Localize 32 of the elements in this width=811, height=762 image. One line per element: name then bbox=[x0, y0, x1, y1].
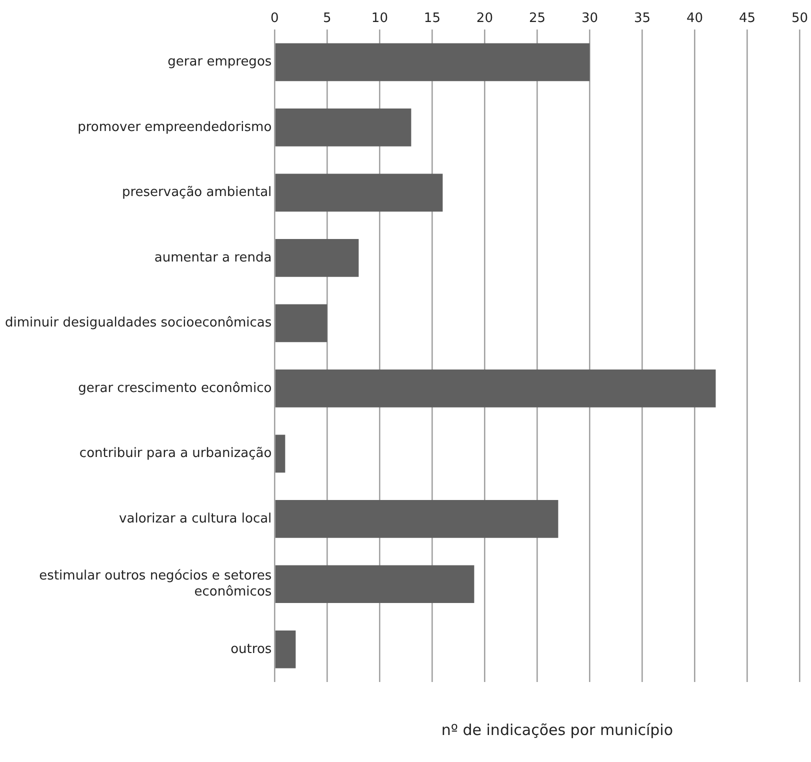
x-tick-label: 20 bbox=[476, 11, 493, 26]
x-tick-label: 0 bbox=[270, 11, 279, 26]
bar bbox=[275, 434, 286, 473]
bar bbox=[275, 239, 359, 277]
y-tick-label: outros bbox=[230, 642, 272, 657]
y-tick-label: estimular outros negócios e setores econômicos bbox=[39, 568, 272, 600]
bar bbox=[275, 370, 716, 408]
x-tick-label: 35 bbox=[634, 11, 650, 26]
y-tick-label: diminuir desigualdades socioeconômicas bbox=[4, 316, 272, 331]
x-axis-title: nº de indicações por município bbox=[441, 721, 674, 739]
y-tick-label: contribuir para a urbanização bbox=[79, 446, 272, 462]
y-tick-label: aumentar a renda bbox=[154, 250, 272, 266]
x-tick-label: 40 bbox=[686, 11, 703, 26]
x-tick-label: 45 bbox=[738, 11, 756, 26]
bar bbox=[275, 630, 296, 668]
x-tick-label: 30 bbox=[581, 11, 598, 26]
x-tick-label: 10 bbox=[371, 11, 388, 26]
x-tick-label: 15 bbox=[424, 11, 440, 26]
bar bbox=[275, 500, 558, 538]
y-tick-label: valorizar a cultura local bbox=[119, 511, 272, 526]
bar bbox=[275, 304, 328, 342]
bar bbox=[275, 43, 590, 82]
y-tick-label: gerar crescimento econômico bbox=[78, 380, 272, 396]
y-tick-label: preservação ambiental bbox=[122, 185, 272, 200]
y-tick-label: gerar empregos bbox=[168, 54, 272, 70]
x-tick-label: 5 bbox=[323, 11, 332, 26]
bar bbox=[275, 565, 474, 604]
bar bbox=[275, 174, 443, 212]
y-tick-label: promover empreendedorismo bbox=[78, 120, 272, 135]
bar bbox=[275, 108, 412, 146]
x-tick-label: 50 bbox=[791, 11, 808, 26]
x-tick-label: 25 bbox=[528, 11, 546, 26]
